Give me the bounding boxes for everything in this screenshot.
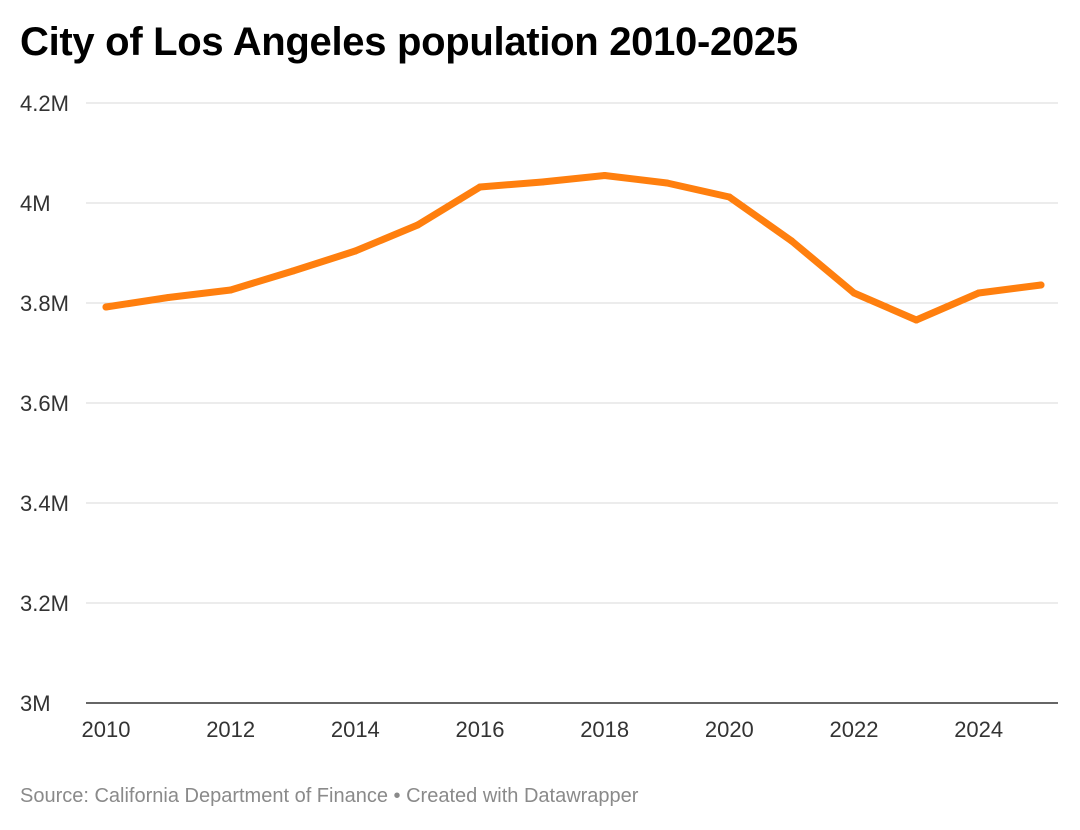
x-tick-label: 2014 (331, 717, 380, 742)
data-point-2010 (102, 303, 110, 311)
credit-link[interactable]: Created with Datawrapper (406, 785, 639, 807)
x-tick-label: 2022 (830, 717, 879, 742)
x-tick-label: 2018 (580, 717, 629, 742)
population-line (102, 172, 1045, 324)
data-point-2014 (351, 247, 359, 255)
y-axis-tick-labels: 3M 3.2M 3.4M 3.6M 3.8M 4M 4.2M (20, 91, 69, 716)
data-point-2020 (725, 193, 733, 201)
x-axis-tick-labels: 2010 2012 2014 2016 2018 2020 2022 2024 (82, 717, 1004, 742)
y-tick-label: 3M (20, 691, 51, 716)
data-point-2024 (975, 289, 983, 297)
data-point-2019 (663, 179, 671, 187)
y-tick-label: 3.2M (20, 591, 69, 616)
data-point-2012 (227, 286, 235, 294)
population-series (102, 172, 1045, 324)
x-tick-label: 2016 (456, 717, 505, 742)
data-point-2011 (164, 294, 172, 301)
y-tick-label: 3.8M (20, 291, 69, 316)
data-point-2021 (788, 237, 796, 245)
data-point-2022 (850, 289, 858, 297)
x-tick-label: 2024 (954, 717, 1003, 742)
data-point-2023 (912, 316, 920, 324)
y-tick-label: 3.6M (20, 391, 69, 416)
y-tick-label: 4M (20, 191, 51, 216)
chart-title: City of Los Angeles population 2010-2025 (20, 20, 798, 64)
footer-separator: • (393, 785, 401, 807)
data-point-2018 (601, 172, 609, 179)
data-point-2015 (414, 221, 422, 229)
data-point-2013 (289, 267, 297, 275)
y-gridlines (86, 102, 1058, 704)
data-point-2016 (476, 183, 484, 191)
y-tick-label: 4.2M (20, 91, 69, 116)
x-tick-label: 2020 (705, 717, 754, 742)
source-footer: Source: California Department of Finance… (20, 785, 638, 808)
x-tick-label: 2012 (206, 717, 255, 742)
data-point-2025 (1037, 281, 1045, 289)
x-tick-label: 2010 (82, 717, 131, 742)
source-text: Source: California Department of Finance (20, 785, 388, 807)
data-point-2017 (538, 178, 546, 186)
y-tick-label: 3.4M (20, 491, 69, 516)
